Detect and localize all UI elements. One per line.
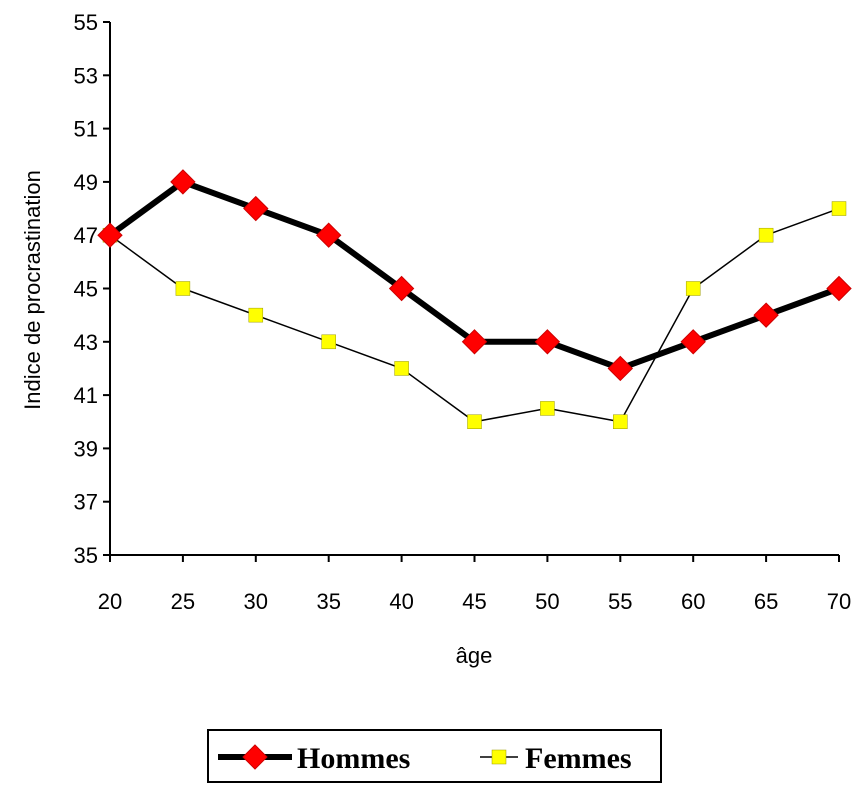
y-tick-label: 47 xyxy=(74,223,98,248)
data-point-hommes xyxy=(388,275,415,302)
y-tick-label: 39 xyxy=(74,436,98,461)
data-point-hommes xyxy=(607,355,634,382)
data-point-femmes xyxy=(831,201,847,216)
axes xyxy=(109,22,839,556)
y-tick-label: 51 xyxy=(74,117,98,142)
x-tick-label: 55 xyxy=(608,589,632,614)
data-point-hommes xyxy=(461,329,488,355)
y-tick-label: 49 xyxy=(74,170,98,195)
data-point-hommes xyxy=(170,169,196,195)
data-point-femmes xyxy=(540,401,555,416)
data-point-hommes xyxy=(97,222,123,248)
data-point-hommes xyxy=(680,329,706,355)
data-point-hommes xyxy=(315,222,342,248)
x-tick-label: 45 xyxy=(462,589,486,614)
data-point-hommes xyxy=(243,195,269,222)
y-tick-label: 35 xyxy=(74,543,98,568)
data-point-femmes xyxy=(758,227,774,243)
x-tick-label: 50 xyxy=(535,589,559,614)
data-point-femmes xyxy=(467,414,482,429)
y-tick-label: 37 xyxy=(74,490,98,515)
data-point-hommes xyxy=(826,275,852,302)
series-femmes xyxy=(102,201,847,429)
legend: Hommes Femmes xyxy=(207,729,662,783)
x-tick-label: 35 xyxy=(316,589,340,614)
data-point-femmes xyxy=(394,361,409,376)
x-tick-label: 30 xyxy=(244,589,268,614)
data-point-hommes xyxy=(534,329,561,355)
x-tick-label: 65 xyxy=(754,589,778,614)
x-tick-label: 20 xyxy=(98,589,122,614)
data-point-hommes xyxy=(753,302,779,328)
series-line-femmes xyxy=(109,207,840,423)
y-tick-label: 45 xyxy=(74,277,98,302)
y-tick-label: 53 xyxy=(74,63,98,88)
legend-femmes-marker xyxy=(491,749,507,765)
data-point-femmes xyxy=(685,281,701,296)
y-tick-label: 55 xyxy=(74,10,98,35)
x-ticks: 20 25 30 35 40 45 50 55 60 65 70 xyxy=(98,555,851,614)
legend-femmes-label: Femmes xyxy=(525,742,632,775)
x-tick-label: 40 xyxy=(389,589,413,614)
data-point-femmes xyxy=(321,334,336,350)
y-tick-label: 43 xyxy=(74,330,98,355)
data-point-femmes xyxy=(175,281,191,296)
series-hommes xyxy=(97,169,852,382)
y-tick-label: 41 xyxy=(74,383,98,408)
data-point-femmes xyxy=(613,414,628,429)
x-tick-label: 70 xyxy=(827,589,851,614)
x-tick-label: 25 xyxy=(171,589,195,614)
x-tick-label: 60 xyxy=(681,589,705,614)
legend-hommes-marker xyxy=(242,744,268,770)
legend-hommes-label: Hommes xyxy=(297,742,410,775)
y-axis-title: Indice de procrastination xyxy=(20,170,45,410)
y-ticks: 35 37 39 41 43 45 47 49 51 53 55 xyxy=(74,10,110,568)
data-point-femmes xyxy=(248,307,264,323)
series-layer xyxy=(97,169,852,429)
x-axis-title: âge xyxy=(456,643,493,668)
